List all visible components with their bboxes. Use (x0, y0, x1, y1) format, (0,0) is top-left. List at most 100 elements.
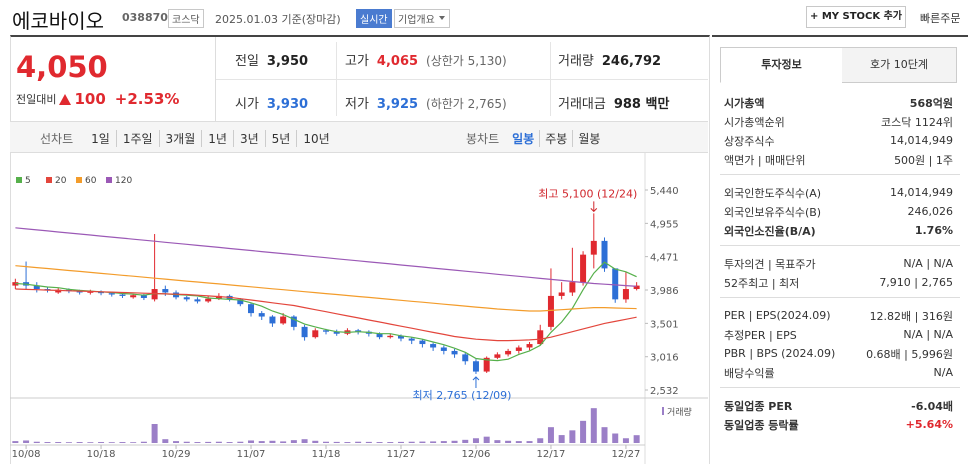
y-tick-label: 4,471 (650, 253, 679, 264)
candle-body (419, 340, 426, 345)
legend-label: 20 (55, 176, 67, 186)
candle-tab[interactable]: 주봉 (539, 130, 572, 147)
candle-body (451, 350, 458, 355)
period-tab[interactable]: 10년 (296, 130, 335, 147)
change-label: 전일대비 (16, 93, 57, 106)
volume-bar (301, 439, 308, 443)
divider (216, 79, 708, 80)
info-row: 외국인소진율(B/A) 1.76% (724, 221, 953, 240)
overview-dropdown[interactable]: 기업개요 (394, 9, 450, 28)
x-tick-label: 11/27 (387, 449, 416, 460)
period-tab[interactable]: 1일 (91, 132, 110, 146)
tab-row: 선차트 1일 1주일 3개월 1년 3년 5년 10년 (40, 130, 336, 147)
candle-body (237, 299, 244, 305)
volume-bar (515, 441, 522, 443)
y-tick-label: 4,955 (650, 219, 679, 230)
legend-swatch (76, 177, 82, 183)
candle-body (590, 240, 597, 255)
volume-bar (269, 440, 276, 443)
candle-body (269, 316, 276, 324)
candle-body (580, 254, 587, 283)
volume-bar (323, 441, 329, 443)
info-value: N/A | N/A (903, 257, 953, 270)
volume-bar (494, 440, 501, 443)
price-change: 전일대비 100 +2.53% (16, 90, 179, 108)
candle-body (248, 304, 255, 314)
quote-cell: 전일 3,950 (235, 50, 308, 69)
candle-body (280, 316, 287, 324)
legend-label: 120 (115, 176, 132, 186)
quote-label: 거래대금 (558, 97, 606, 112)
volume-bar (12, 441, 19, 443)
volume-bar (633, 435, 640, 443)
candle-body (494, 354, 501, 358)
quote-value: 3,925 (376, 97, 419, 112)
date-basis: 2025.01.03 기준(장마감) (215, 13, 341, 26)
candle-body (215, 295, 222, 299)
mystock-button[interactable]: + MY STOCK 추가 (806, 6, 906, 28)
volume-bar (33, 441, 40, 443)
volume-bar (451, 440, 458, 443)
candle-body (376, 333, 383, 338)
candle-body (430, 344, 437, 348)
info-label: 외국인보유주식수(B) (724, 205, 822, 219)
volume-bar (408, 441, 415, 443)
volume-bar (173, 441, 180, 443)
info-row: 시가총액 568억원 (724, 93, 953, 112)
volume-bar (130, 442, 137, 443)
info-label: 외국인소진율(B/A) (724, 224, 816, 238)
candle-body (33, 285, 40, 290)
divider (215, 37, 216, 121)
candle-body (108, 293, 115, 295)
volume-bar (440, 441, 447, 443)
period-tab[interactable]: 3년 (232, 130, 265, 147)
annotation-arrow (590, 201, 598, 213)
quote-value: 988 백만 (613, 97, 670, 112)
volume-bar (397, 441, 404, 443)
y-tick-label: 3,986 (650, 286, 679, 297)
period-tab[interactable]: 1년 (201, 130, 233, 147)
info-value: 1.76% (914, 224, 953, 237)
x-tick-label: 11/18 (312, 449, 341, 460)
volume-bar (547, 427, 554, 443)
volume-bar (365, 441, 372, 443)
y-tick-label: 3,501 (650, 319, 679, 330)
candle-body (98, 291, 105, 294)
info-tab[interactable]: 투자정보 (720, 47, 843, 83)
quote-label: 고가 (345, 54, 369, 69)
candle-body (205, 298, 212, 302)
volume-bar (355, 441, 362, 443)
period-tab[interactable]: 3개월 (158, 130, 202, 147)
quick-order[interactable]: 빠른주문 (920, 12, 961, 25)
realtime-badge[interactable]: 실시간 (356, 9, 392, 28)
info-label: 외국인한도주식수(A) (724, 186, 822, 200)
volume-bar (87, 442, 94, 443)
quote-cell: 고가 4,065 (상한가 5,130) (345, 50, 507, 69)
period-tab[interactable]: 1주일 (115, 130, 159, 147)
annotation-arrow (472, 376, 480, 388)
volume-bar (622, 438, 629, 443)
candle-body (194, 299, 201, 302)
candle-body (76, 291, 83, 293)
info-row: 액면가 | 매매단위 500원 | 1주 (724, 150, 953, 169)
up-arrow-icon (59, 93, 72, 105)
candle-body (387, 335, 394, 338)
legend-swatch (46, 177, 52, 183)
quote-value: 3,930 (266, 97, 309, 112)
x-tick-label: 12/06 (462, 449, 491, 460)
info-label: 투자의견 | 목표주가 (724, 257, 816, 271)
candle-body (483, 357, 490, 372)
legend-swatch (16, 177, 22, 183)
overview-label: 기업개요 (398, 15, 435, 26)
candle-body (290, 316, 297, 327)
quote-note: (상한가 5,130) (426, 54, 507, 68)
period-tab[interactable]: 5년 (264, 130, 297, 147)
info-tab[interactable]: 호가 10단계 (842, 47, 957, 83)
info-label: 상장주식수 (724, 134, 775, 148)
candle-body (355, 330, 362, 332)
candle-tab[interactable]: 월봉 (572, 130, 605, 147)
candle-tab[interactable]: 일봉 (512, 132, 535, 146)
volume-bar (280, 441, 287, 443)
volume-bar (23, 440, 30, 443)
